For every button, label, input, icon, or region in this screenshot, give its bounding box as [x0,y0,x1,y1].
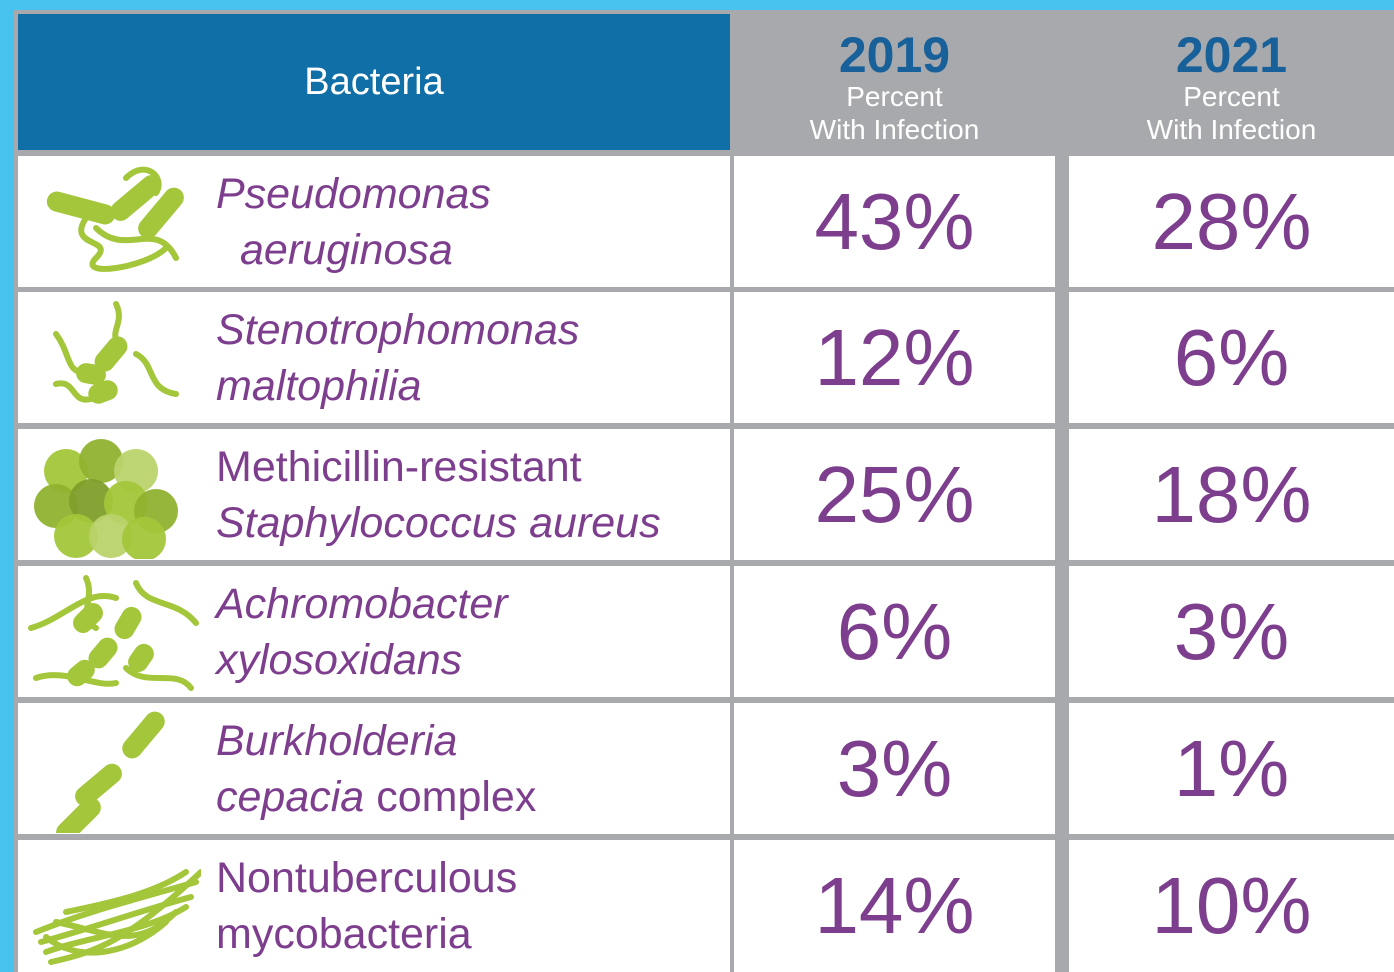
year: 2019 [838,27,951,83]
name-line: Burkholderia [216,713,536,769]
header-cell: 2019 Percent With Infection [734,14,1055,150]
name-text: Staphylococcus aureus [216,499,661,547]
percent-value: 3% [734,703,1055,834]
bacteria-icon [56,711,165,833]
header-subtitle: Percent [1183,81,1280,112]
name-line: Methicillin-resistant [216,439,661,495]
name-text: Achromobacter [216,580,508,628]
name-text: cepacia [216,773,365,821]
name-line: maltophilia [216,358,579,414]
percent-value: 28% [1069,156,1394,287]
name-line: Staphylococcus aureus [216,495,661,551]
name-text: complex [376,773,537,821]
percent-value: 25% [734,429,1055,560]
name-text: mycobacteria [216,910,472,958]
name-text: Burkholderia [216,717,458,765]
name-line: Achromobacter [216,576,508,632]
percent-value: 10% [1069,840,1394,972]
name-text: aeruginosa [240,226,453,274]
name-cell: Stenotrophomonas maltophilia [18,292,730,423]
bacteria-icon [33,869,201,965]
percent-value: 3% [1069,566,1394,697]
header-subtitle: With Infection [1146,114,1317,145]
bacteria-name: Pseudomonas aeruginosa [216,166,491,278]
bacteria-name: Nontuberculous mycobacteria [216,850,517,962]
header-subtitle: Percent [846,81,943,112]
name-cell: Achromobacter xylosoxidans [18,566,730,697]
name-line: mycobacteria [216,906,517,962]
table: Bacteria 2019 Percent With Infection 2021 Per… [14,10,1394,972]
bacteria-name: Stenotrophomonas maltophilia [216,302,579,414]
header-cell: 2021 Percent With Infection [1069,14,1394,150]
name-text: maltophilia [216,362,422,410]
name-text: Pseudomonas [216,170,491,218]
bacteria-icon [34,439,178,559]
name-line: xylosoxidans [216,632,508,688]
bacteria-icon [53,301,179,404]
header-subtitle: With Infection [809,114,980,145]
percent-value: 14% [734,840,1055,972]
name-cell: Burkholderia cepacia complex [18,703,730,834]
bacteria-icon [28,575,199,691]
bacteria-icon [46,166,184,272]
percent-value: 1% [1069,703,1394,834]
name-text: Stenotrophomonas [216,306,580,354]
name-line: Stenotrophomonas [216,302,579,358]
name-line: aeruginosa [216,222,491,278]
bacteria-name: Achromobacter xylosoxidans [216,576,508,688]
year: 2021 [1175,27,1288,83]
name-line: Pseudomonas [216,166,491,222]
percent-value: 6% [734,566,1055,697]
name-line: Nontuberculous [216,850,517,906]
percent-value: 43% [734,156,1055,287]
name-text: Methicillin-resistant [216,443,582,491]
bacteria-name: Burkholderia cepacia complex [216,713,536,825]
name-text: xylosoxidans [216,636,463,684]
name-line: cepacia complex [216,769,536,825]
percent-value: 18% [1069,429,1394,560]
percent-value: 6% [1069,292,1394,423]
header-cell: Bacteria [18,14,730,150]
name-cell: Nontuberculous mycobacteria [18,840,730,972]
percent-value: 12% [734,292,1055,423]
name-cell: Pseudomonas aeruginosa [18,156,730,287]
name-text: Nontuberculous [216,854,518,902]
name-cell: Methicillin-resistant Staphylococcus aure… [18,429,730,560]
bacteria-name: Methicillin-resistant Staphylococcus aure… [216,439,661,551]
